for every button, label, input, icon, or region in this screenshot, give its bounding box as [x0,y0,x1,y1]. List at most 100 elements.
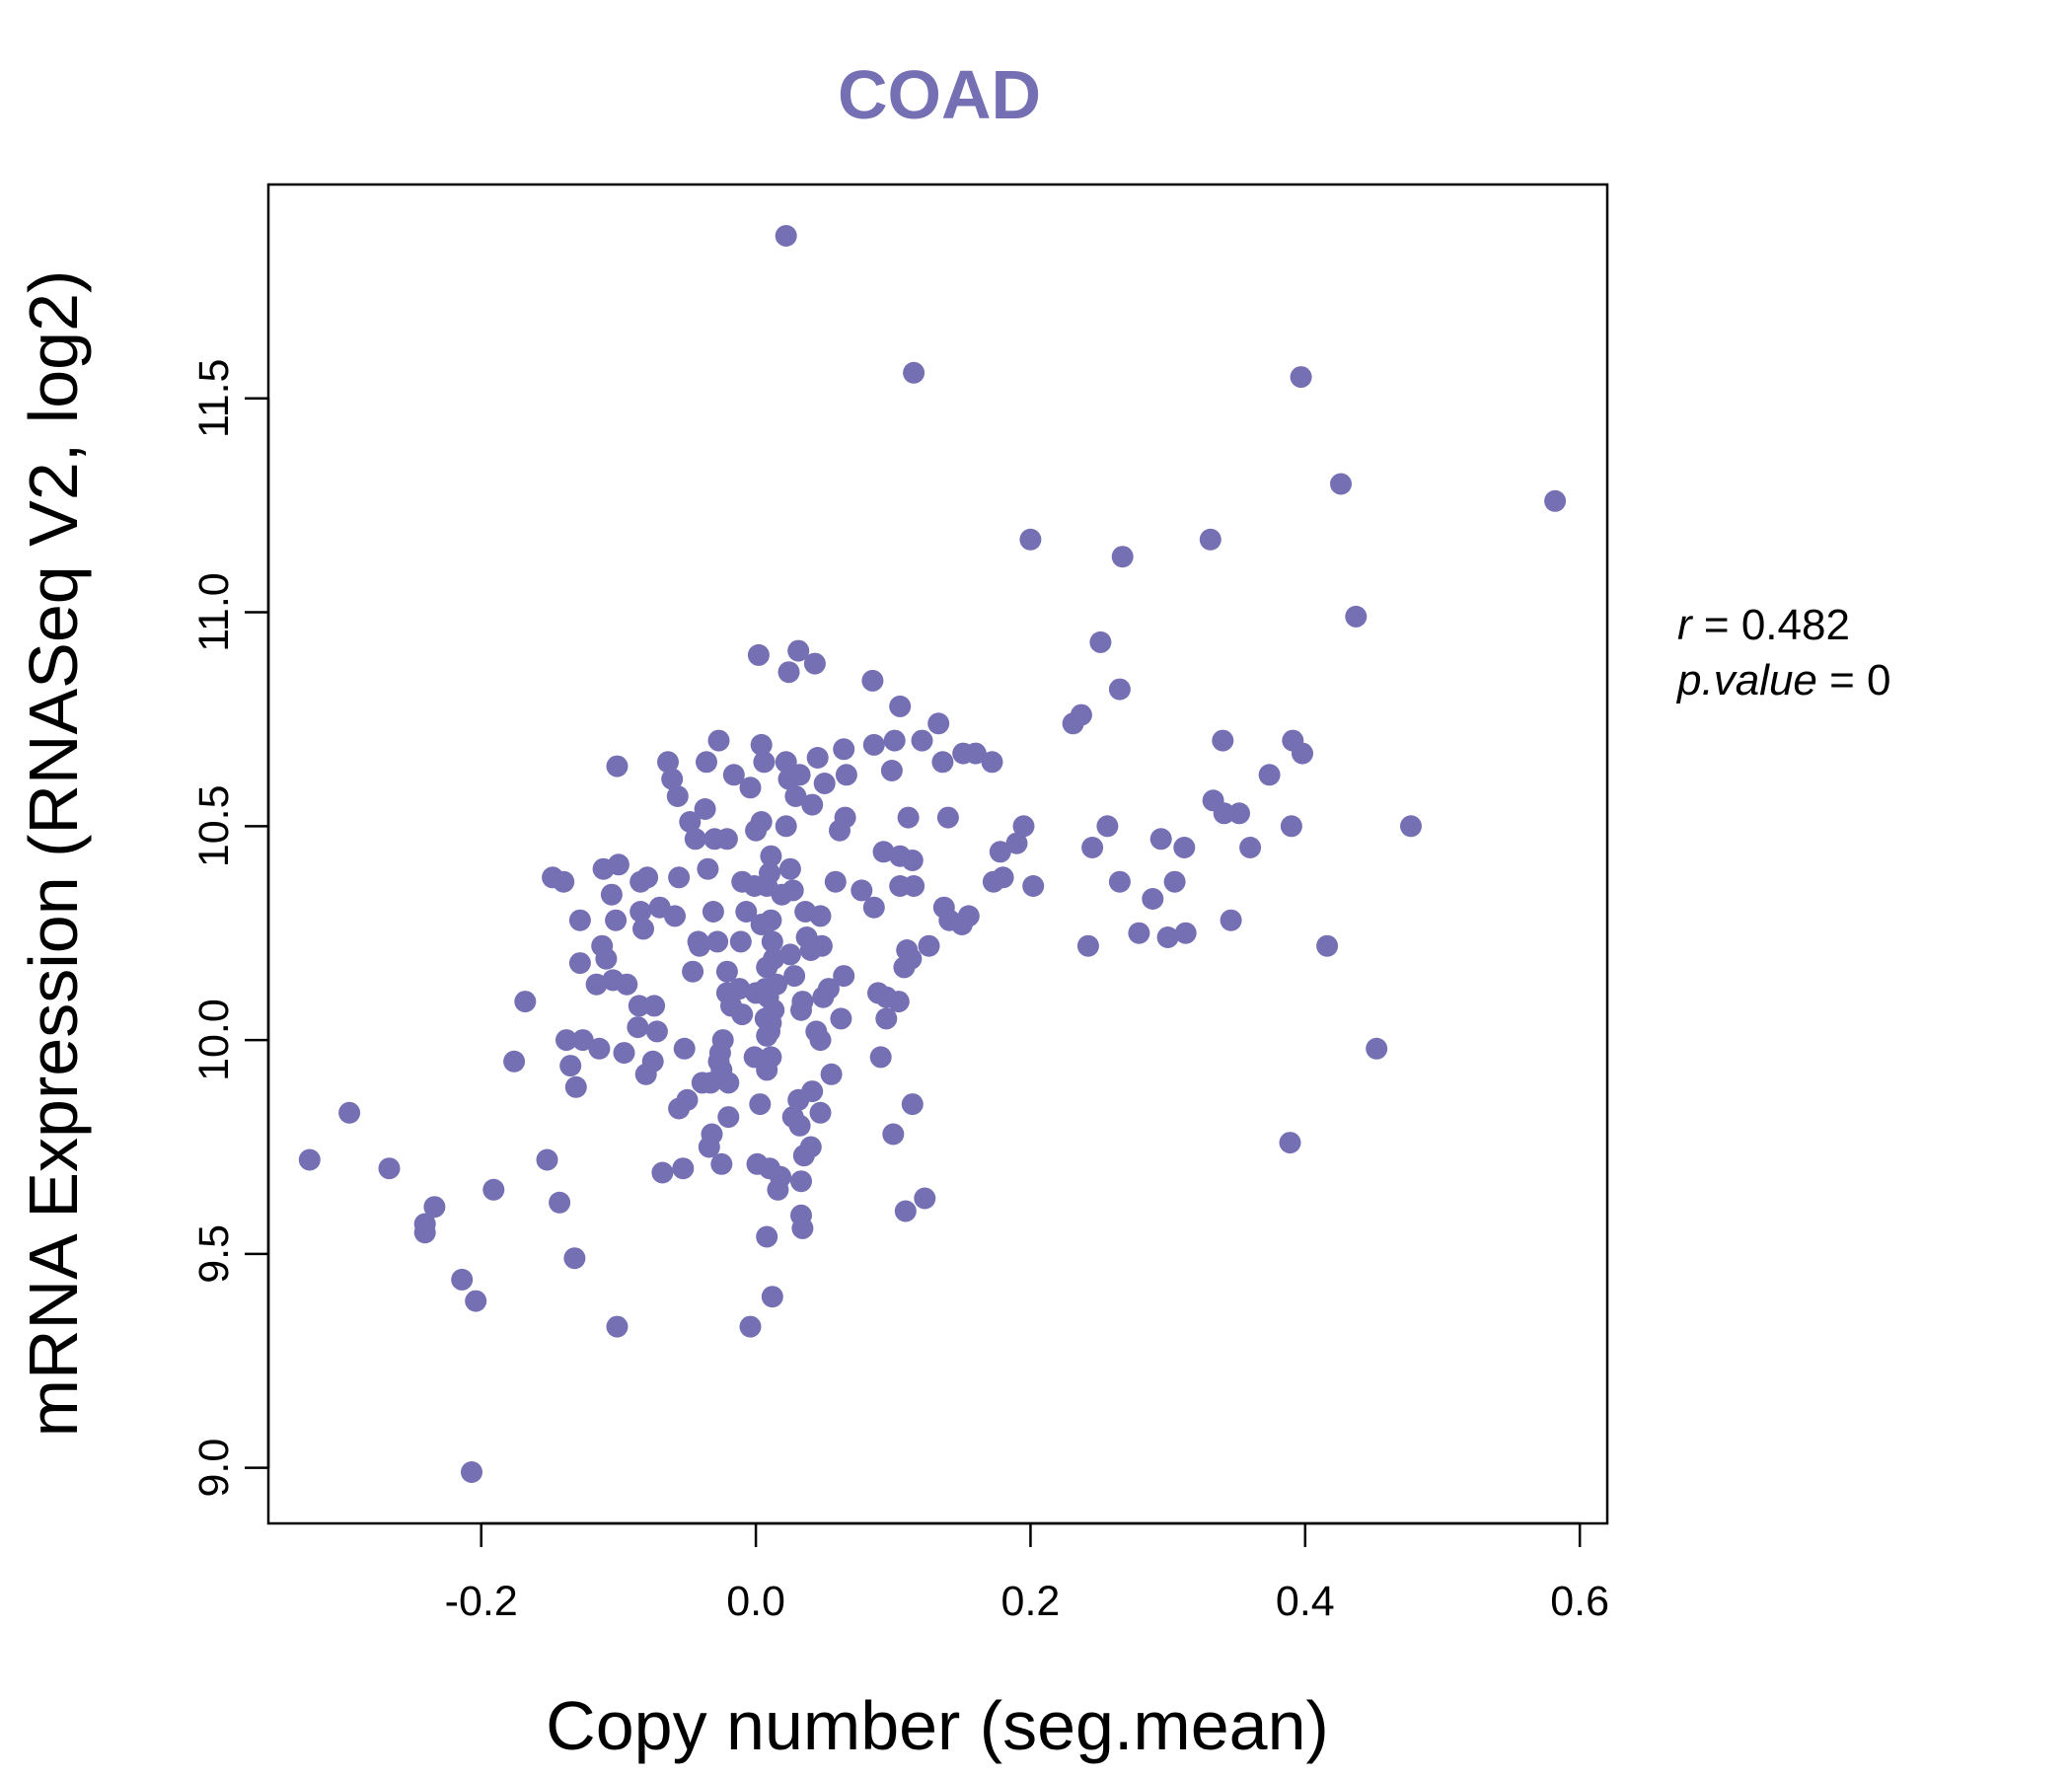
data-point [1005,832,1028,854]
data-point [1019,528,1042,551]
data-point [634,1063,657,1085]
data-point [627,1016,649,1039]
data-point [792,1145,815,1167]
data-point [673,1037,696,1060]
data-point [739,777,762,799]
data-point [1128,922,1150,944]
data-point [835,764,857,786]
data-point [806,747,829,769]
data-point [378,1157,401,1180]
data-point [820,1063,843,1085]
data-point [1316,934,1339,957]
data-point [600,883,623,906]
data-point [679,811,702,833]
data-point [413,1221,436,1244]
y-tick-label: 10.0 [190,999,238,1081]
data-point [787,639,810,662]
data-point [799,939,822,961]
data-point [809,1029,832,1052]
data-point [645,1020,668,1043]
data-point [707,729,730,752]
data-point [696,751,717,774]
data-point [717,1072,740,1094]
data-point [465,1290,487,1312]
data-point [664,905,686,927]
data-point [682,960,704,983]
data-point [756,1059,778,1081]
data-point [1022,875,1045,897]
r-value: 0.482 [1741,601,1850,649]
data-point [771,883,793,906]
data-point [931,751,954,774]
data-point [775,751,797,774]
data-point [851,879,873,902]
data-point [1544,489,1567,512]
data-point [657,751,679,774]
y-tick-label: 11.0 [190,572,238,652]
data-point [689,934,710,957]
data-point [753,751,776,774]
data-point [616,973,638,996]
data-point [629,870,652,893]
pvalue-label: p.value [1675,656,1817,704]
points-layer [298,225,1567,1483]
data-point [571,1029,594,1052]
data-point [1330,473,1352,495]
data-point [514,991,537,1013]
data-point [1212,729,1234,752]
data-point [1220,909,1242,931]
data-point [1111,546,1134,568]
pvalue-annotation: p.value = 0 [1675,656,1891,704]
data-point [461,1461,482,1483]
data-point [588,1037,611,1060]
data-point [887,991,910,1013]
data-point [1012,815,1035,838]
data-point [903,875,925,897]
data-point [880,760,903,781]
data-point [833,738,855,761]
data-point [549,1191,571,1214]
data-point [1292,742,1313,765]
data-point [568,909,591,931]
data-point [1174,922,1197,944]
data-point [803,652,826,675]
data-point [1149,828,1172,851]
data-point [862,733,885,756]
data-point [564,1075,587,1098]
data-point [791,1217,814,1239]
data-point [423,1196,446,1219]
data-point [918,934,940,957]
data-point [338,1101,361,1124]
data-point [710,1152,733,1175]
data-point [717,1106,740,1129]
data-point [605,909,628,931]
data-point [777,768,800,790]
data-point [694,798,716,820]
data-point [1290,366,1312,389]
data-point [861,669,884,692]
data-point [767,1178,789,1201]
data-point [756,956,778,979]
data-point [1199,528,1221,551]
data-point [760,845,782,867]
data-point [830,1007,852,1030]
data-point [788,1114,811,1137]
data-point [824,870,847,893]
data-point [613,1042,635,1065]
data-point [1096,815,1119,838]
data-point [829,819,851,842]
data-point [568,952,591,975]
data-point [553,870,575,893]
data-point [883,729,906,752]
y-tick-label: 10.5 [190,784,238,867]
data-point [661,768,684,790]
data-point [503,1050,526,1073]
data-point [903,361,925,384]
data-point [801,793,824,816]
data-point [1142,888,1164,910]
r-label: r [1677,601,1694,649]
data-point [1345,605,1368,628]
x-tick-label: 0.4 [1276,1578,1335,1625]
data-point [813,773,836,794]
